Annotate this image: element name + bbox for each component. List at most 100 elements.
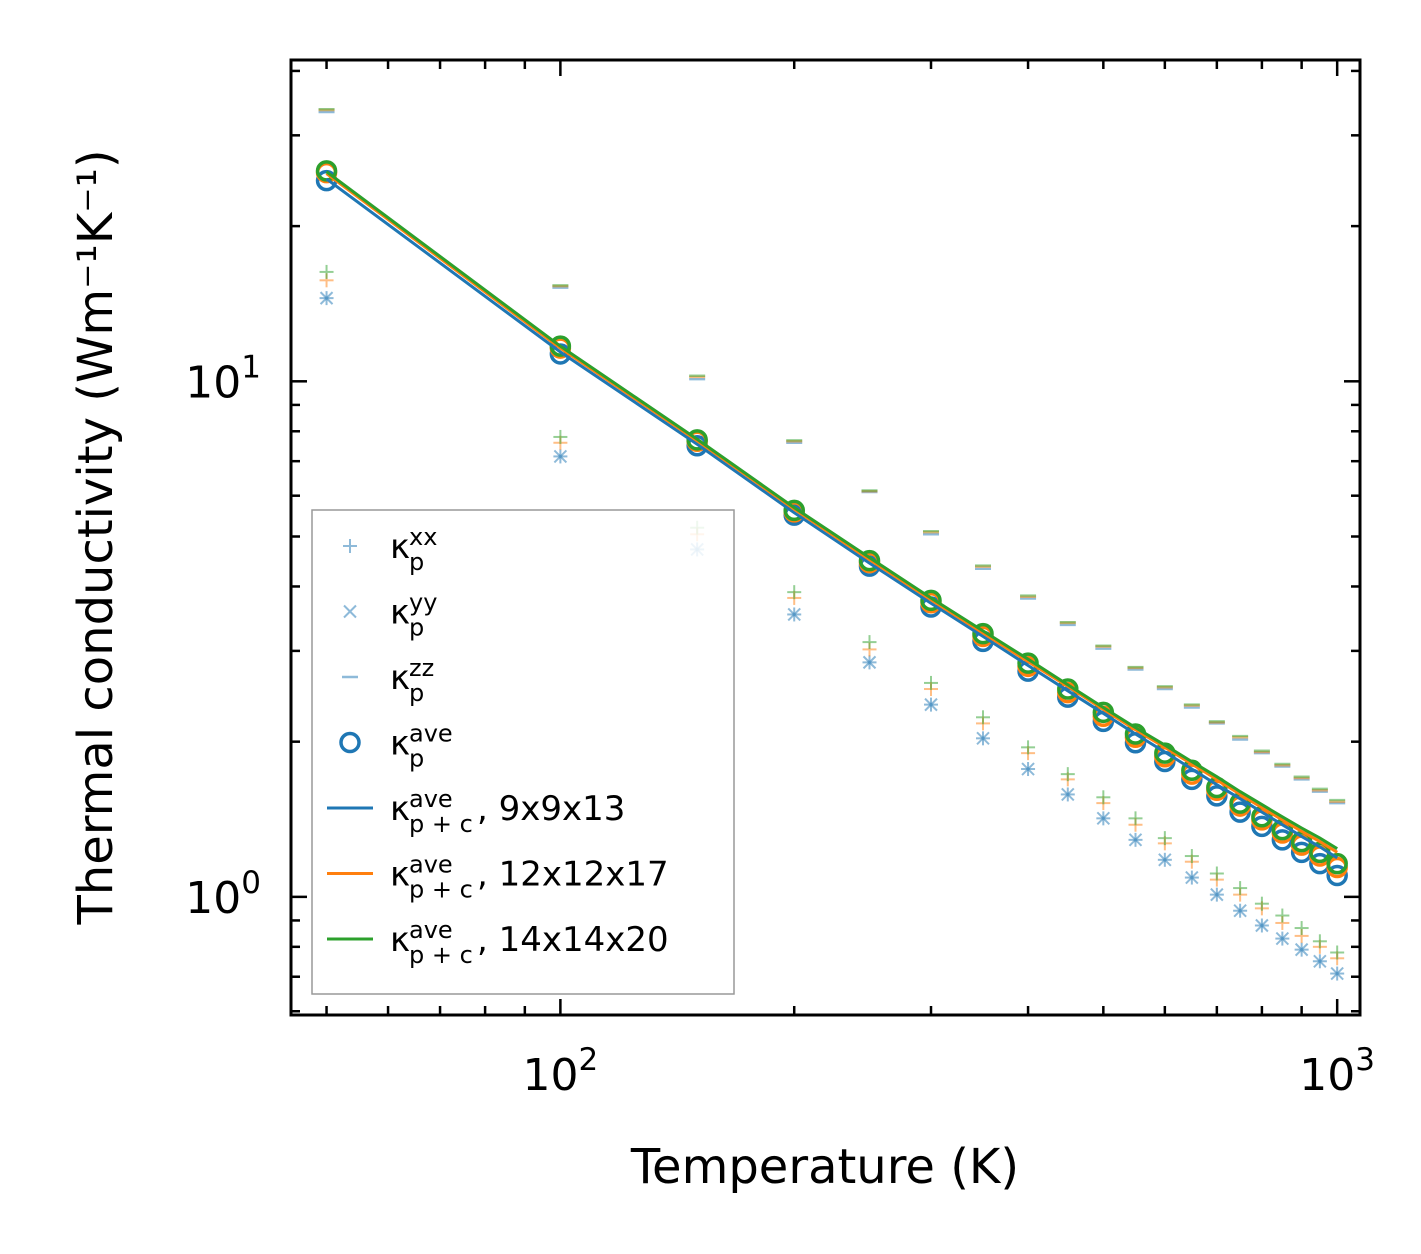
series-line-2ca02c-line	[325, 170, 1338, 850]
series-plus-2ca02c-point	[1184, 849, 1199, 864]
series-circle-1f77b4-point	[1326, 864, 1348, 887]
legend-label-base: κ	[390, 658, 410, 698]
series-plus-2ca02c-point	[1275, 908, 1290, 923]
legend-marker-swatch-b	[343, 604, 357, 619]
series-circle-2ca02c-point	[858, 549, 881, 572]
legend-label-base: κ	[390, 593, 410, 633]
y-tick-label-exponent: 1	[241, 349, 261, 385]
legend-label-base: κ	[390, 920, 410, 960]
series-x-1f77b4-point-b	[787, 607, 801, 622]
legend-label-subscript: p + c	[409, 876, 473, 904]
series-plus-2ca02c-point	[1096, 790, 1111, 805]
x-tick-label: 102	[523, 1042, 599, 1101]
series-plus-2ca02c-point	[1060, 767, 1075, 782]
series-plus-2ca02c-point	[787, 585, 802, 600]
series-plus-2ca02c-point	[1294, 921, 1309, 936]
series-plus-2ca02c-point	[1021, 740, 1036, 755]
series-x-1f77b4-point	[1275, 931, 1290, 946]
y-axis-label: Thermal conductivity (Wm⁻¹K⁻¹)	[68, 149, 124, 925]
series-x-1f77b4-point	[1128, 833, 1143, 847]
series-plus-2ca02c-point	[1209, 866, 1224, 881]
series-x-1f77b4-point	[1061, 787, 1075, 802]
series-x-1f77b4-point-b	[1275, 931, 1290, 946]
series-x-1f77b4-point	[1294, 942, 1309, 957]
series-x-1f77b4-point-b	[1330, 966, 1344, 981]
series-plus-2ca02c-point	[1330, 945, 1345, 960]
legend-label-superscript: xx	[409, 523, 437, 551]
legend-entry: κxx p	[343, 523, 437, 576]
legend-label-suffix: , 14x14x20	[477, 920, 669, 960]
series-x-1f77b4-point-b	[1255, 918, 1269, 933]
legend-label: κave p	[390, 720, 453, 773]
legend-label-superscript: zz	[409, 654, 434, 682]
legend-label-superscript: ave	[409, 785, 453, 813]
x-tick-label: 103	[1299, 1042, 1375, 1101]
series-plus-2ca02c-point	[976, 710, 991, 725]
legend-label-base: κ	[390, 789, 410, 829]
legend-label-superscript: yy	[409, 589, 437, 617]
series-circle-1f77b4-point	[1251, 815, 1273, 838]
series-plus-2ca02c-point	[553, 429, 568, 444]
legend-label: κzz p	[390, 654, 434, 707]
series-x-1f77b4-point-b	[1233, 904, 1247, 918]
series-x-1f77b4-point	[1096, 811, 1111, 826]
series-circle-2ca02c-point	[783, 499, 805, 522]
series-x-1f77b4-point-b	[924, 697, 938, 712]
legend-label: κyy p	[390, 589, 437, 642]
data-series-layer	[315, 108, 1348, 981]
legend-label-superscript: ave	[409, 916, 453, 944]
series-plus-2ca02c-point	[1233, 881, 1248, 896]
series-plus-2ca02c-point	[862, 635, 877, 650]
legend-label-subscript: p	[409, 548, 424, 576]
series-circle-2ca02c-point	[920, 589, 942, 612]
legend-label-suffix: , 9x9x13	[477, 789, 625, 829]
series-plus-2ca02c-point	[1254, 896, 1269, 911]
series-circle-1f77b4-point	[1229, 801, 1251, 823]
y-tick-label-base: 10	[185, 357, 241, 408]
series-x-1f77b4-point-b	[1210, 887, 1224, 902]
legend-entry: κave p	[339, 720, 453, 773]
y-tick-label-base: 10	[185, 873, 241, 924]
series-dash-2ca02c-points	[318, 108, 1346, 802]
legend-label-superscript: ave	[409, 851, 453, 879]
plot-frame	[289, 58, 1362, 1017]
series-x-1f77b4-point	[319, 291, 334, 305]
series-circle-2ca02c-point	[972, 622, 994, 645]
legend-label: κave p + c, 14x14x20	[390, 916, 669, 969]
legend-label-subscript: p + c	[409, 941, 473, 969]
series-x-1f77b4-points	[319, 291, 1344, 981]
series-line-1f77b4-line	[325, 177, 1339, 860]
legend-label-base: κ	[390, 527, 410, 567]
legend-label-subscript: p	[409, 679, 424, 707]
legend-marker-swatch	[343, 604, 357, 619]
legend-label-base: κ	[390, 724, 410, 764]
x-tick-label-exponent: 3	[1355, 1042, 1375, 1078]
series-x-1f77b4-point	[1233, 904, 1247, 918]
series-plus-2ca02c-point	[319, 264, 334, 279]
legend-label: κave p + c, 12x12x17	[390, 851, 669, 904]
series-x-1f77b4-point-b	[319, 291, 334, 305]
legend-marker-swatch	[339, 731, 361, 754]
series-x-1f77b4-point	[553, 449, 568, 464]
legend-label-subscript: p + c	[409, 810, 473, 838]
series-circle-2ca02c-point	[1326, 852, 1348, 875]
series-x-1f77b4-point	[976, 731, 990, 746]
y-tick-label: 100	[185, 865, 261, 924]
series-x-1f77b4-point	[1255, 918, 1269, 933]
legend-label-base: κ	[390, 855, 410, 895]
series-x-1f77b4-point-b	[1096, 811, 1111, 826]
legend-label: κave p + c, 9x9x13	[390, 785, 625, 838]
legend-marker-swatch	[343, 539, 357, 553]
legend-label-subscript: p	[409, 745, 424, 773]
legend-entry: κave p + c, 14x14x20	[327, 916, 669, 969]
series-circle-2ca02c-point	[1017, 652, 1039, 674]
y-tick-label-exponent: 0	[241, 865, 261, 901]
series-x-1f77b4-point	[1210, 887, 1224, 902]
y-tick-label: 101	[185, 349, 261, 408]
legend-frame	[311, 509, 735, 995]
series-x-1f77b4-point-b	[1158, 853, 1172, 867]
legend-entry: κave p + c, 9x9x13	[327, 785, 625, 838]
